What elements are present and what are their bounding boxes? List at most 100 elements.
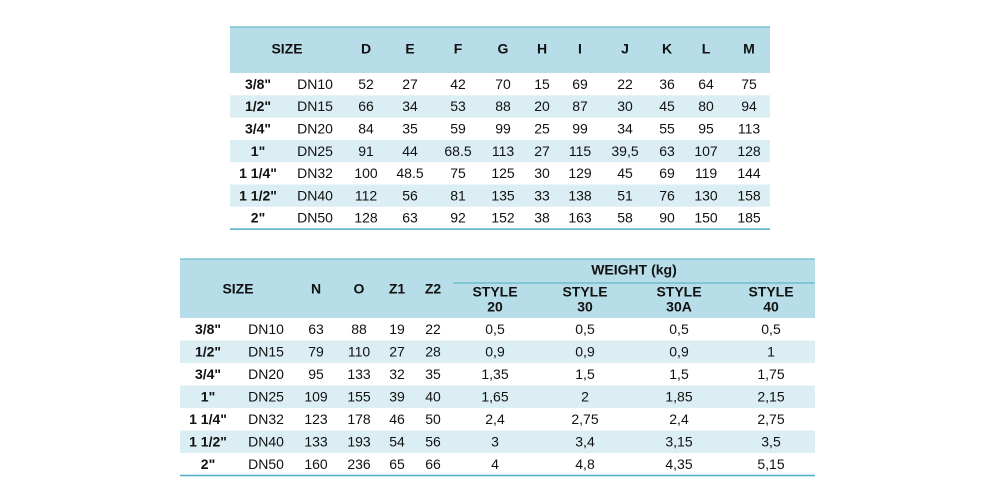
header-cell: Z2 <box>425 281 442 297</box>
cell: 1,5 <box>669 366 689 382</box>
cell: 129 <box>568 165 592 181</box>
header-cell: 40 <box>763 299 779 315</box>
cell: 99 <box>495 120 511 136</box>
cell: DN15 <box>297 98 333 114</box>
cell: 35 <box>402 120 418 136</box>
cell: 2 <box>581 388 589 404</box>
cell: 0,9 <box>669 343 689 359</box>
cell: 113 <box>738 120 761 136</box>
cell: 125 <box>491 165 515 181</box>
cell: 150 <box>694 210 718 226</box>
header-cell: K <box>662 41 672 57</box>
cell: 1,65 <box>481 388 508 404</box>
cell: 3,5 <box>761 433 781 449</box>
header-cell: H <box>537 41 547 57</box>
header-cell: WEIGHT (kg) <box>591 262 677 278</box>
cell: 3,15 <box>665 433 692 449</box>
header-bg <box>180 259 815 318</box>
cell: 128 <box>354 210 378 226</box>
cell: 58 <box>617 210 633 226</box>
header-cell: L <box>702 41 711 57</box>
cell: 163 <box>568 210 592 226</box>
cell: 59 <box>450 120 466 136</box>
cell: DN32 <box>248 411 284 427</box>
cell: 0,5 <box>485 321 505 337</box>
header-cell: Z1 <box>389 281 406 297</box>
cell: 81 <box>450 187 466 203</box>
cell: 34 <box>402 98 418 114</box>
header-cell: SIZE <box>271 41 302 57</box>
cell: 1" <box>201 388 215 404</box>
cell: 95 <box>308 366 324 382</box>
header-cell: SIZE <box>222 281 253 297</box>
cell: 22 <box>425 321 441 337</box>
cell: 32 <box>389 366 405 382</box>
cell: 42 <box>450 76 466 92</box>
cell: 193 <box>347 433 371 449</box>
cell: 113 <box>492 143 515 159</box>
cell: 2" <box>251 210 265 226</box>
cell: 50 <box>425 411 441 427</box>
header-cell: F <box>454 41 463 57</box>
cell: 39 <box>389 388 405 404</box>
cell: 1/2" <box>245 98 271 114</box>
row-bg <box>180 340 815 363</box>
cell: 4,35 <box>665 456 692 472</box>
cell: 130 <box>694 187 718 203</box>
cell: 27 <box>534 143 550 159</box>
cell: 1 <box>767 343 775 359</box>
cell: 20 <box>534 98 550 114</box>
cell: 1,35 <box>481 366 508 382</box>
cell: 63 <box>402 210 418 226</box>
cell: 1,85 <box>665 388 692 404</box>
header-cell: 30 <box>577 299 593 315</box>
cell: 133 <box>347 366 371 382</box>
cell: 3/8" <box>195 321 221 337</box>
cell: 56 <box>425 433 441 449</box>
cell: 15 <box>534 76 550 92</box>
cell: 79 <box>308 343 324 359</box>
cell: DN25 <box>248 388 284 404</box>
cell: DN25 <box>297 143 333 159</box>
cell: 88 <box>351 321 367 337</box>
cell: 69 <box>659 165 675 181</box>
cell: 30 <box>617 98 633 114</box>
cell: 94 <box>741 98 757 114</box>
cell: 80 <box>698 98 714 114</box>
header-cell: STYLE <box>472 284 517 300</box>
row-bg <box>230 184 770 207</box>
cell: 27 <box>389 343 405 359</box>
cell: 35 <box>425 366 441 382</box>
cell: 75 <box>450 165 466 181</box>
cell: 99 <box>572 120 588 136</box>
cell: 1 1/4" <box>189 411 227 427</box>
cell: 55 <box>659 120 675 136</box>
cell: 46 <box>389 411 405 427</box>
cell: 0,5 <box>669 321 689 337</box>
row-bg <box>230 139 770 163</box>
cell: 68.5 <box>444 143 471 159</box>
header-cell: E <box>405 41 414 57</box>
cell: 36 <box>659 76 675 92</box>
cell: 40 <box>425 388 441 404</box>
cell: DN32 <box>297 165 333 181</box>
cell: 4 <box>491 456 499 472</box>
cell: 0,5 <box>761 321 781 337</box>
cell: DN40 <box>297 187 333 203</box>
cell: 45 <box>617 165 633 181</box>
cell: 1 1/2" <box>239 187 277 203</box>
cell: 3,4 <box>575 433 595 449</box>
cell: DN10 <box>297 76 333 92</box>
cell: 64 <box>698 76 714 92</box>
header-cell: STYLE <box>562 284 607 300</box>
cell: 119 <box>695 165 718 181</box>
row-bg <box>180 430 815 453</box>
cell: 3/4" <box>245 120 271 136</box>
cell: 53 <box>450 98 466 114</box>
cell: 52 <box>358 76 374 92</box>
header-cell: STYLE <box>656 284 701 300</box>
cell: 92 <box>450 210 466 226</box>
cell: DN15 <box>248 343 284 359</box>
cell: 69 <box>572 76 588 92</box>
